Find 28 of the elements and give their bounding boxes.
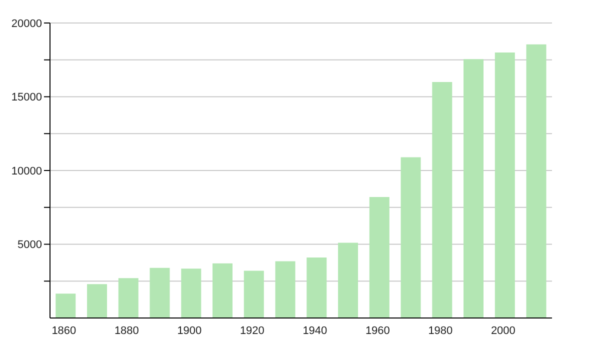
bar — [212, 263, 233, 318]
y-tick-label: 5000 — [18, 239, 42, 252]
x-tick-label: 1880 — [114, 324, 139, 337]
bar — [526, 44, 546, 318]
x-tick-label: 1980 — [428, 324, 453, 337]
y-tick-label: 20000 — [11, 18, 42, 30]
x-tick-label: 1860 — [52, 324, 76, 337]
bar — [464, 59, 484, 318]
bar — [275, 261, 296, 318]
x-tick-label: 1940 — [302, 324, 328, 337]
bar — [494, 52, 515, 318]
x-tick-label: 2000 — [490, 324, 516, 337]
bar — [150, 268, 170, 318]
x-tick-label: 1900 — [177, 324, 202, 337]
bar — [400, 157, 421, 318]
bar — [118, 278, 138, 318]
bar — [87, 284, 108, 318]
x-tick-label: 1920 — [240, 324, 264, 337]
y-tick-label: 15000 — [11, 92, 42, 104]
bar — [181, 268, 202, 318]
bar — [369, 197, 390, 318]
bar — [338, 242, 358, 318]
bar — [244, 270, 264, 318]
bar — [56, 294, 76, 318]
y-tick-label: 10000 — [11, 165, 42, 178]
x-tick-label: 1960 — [365, 324, 390, 337]
bar — [306, 258, 327, 318]
bar — [432, 82, 452, 318]
